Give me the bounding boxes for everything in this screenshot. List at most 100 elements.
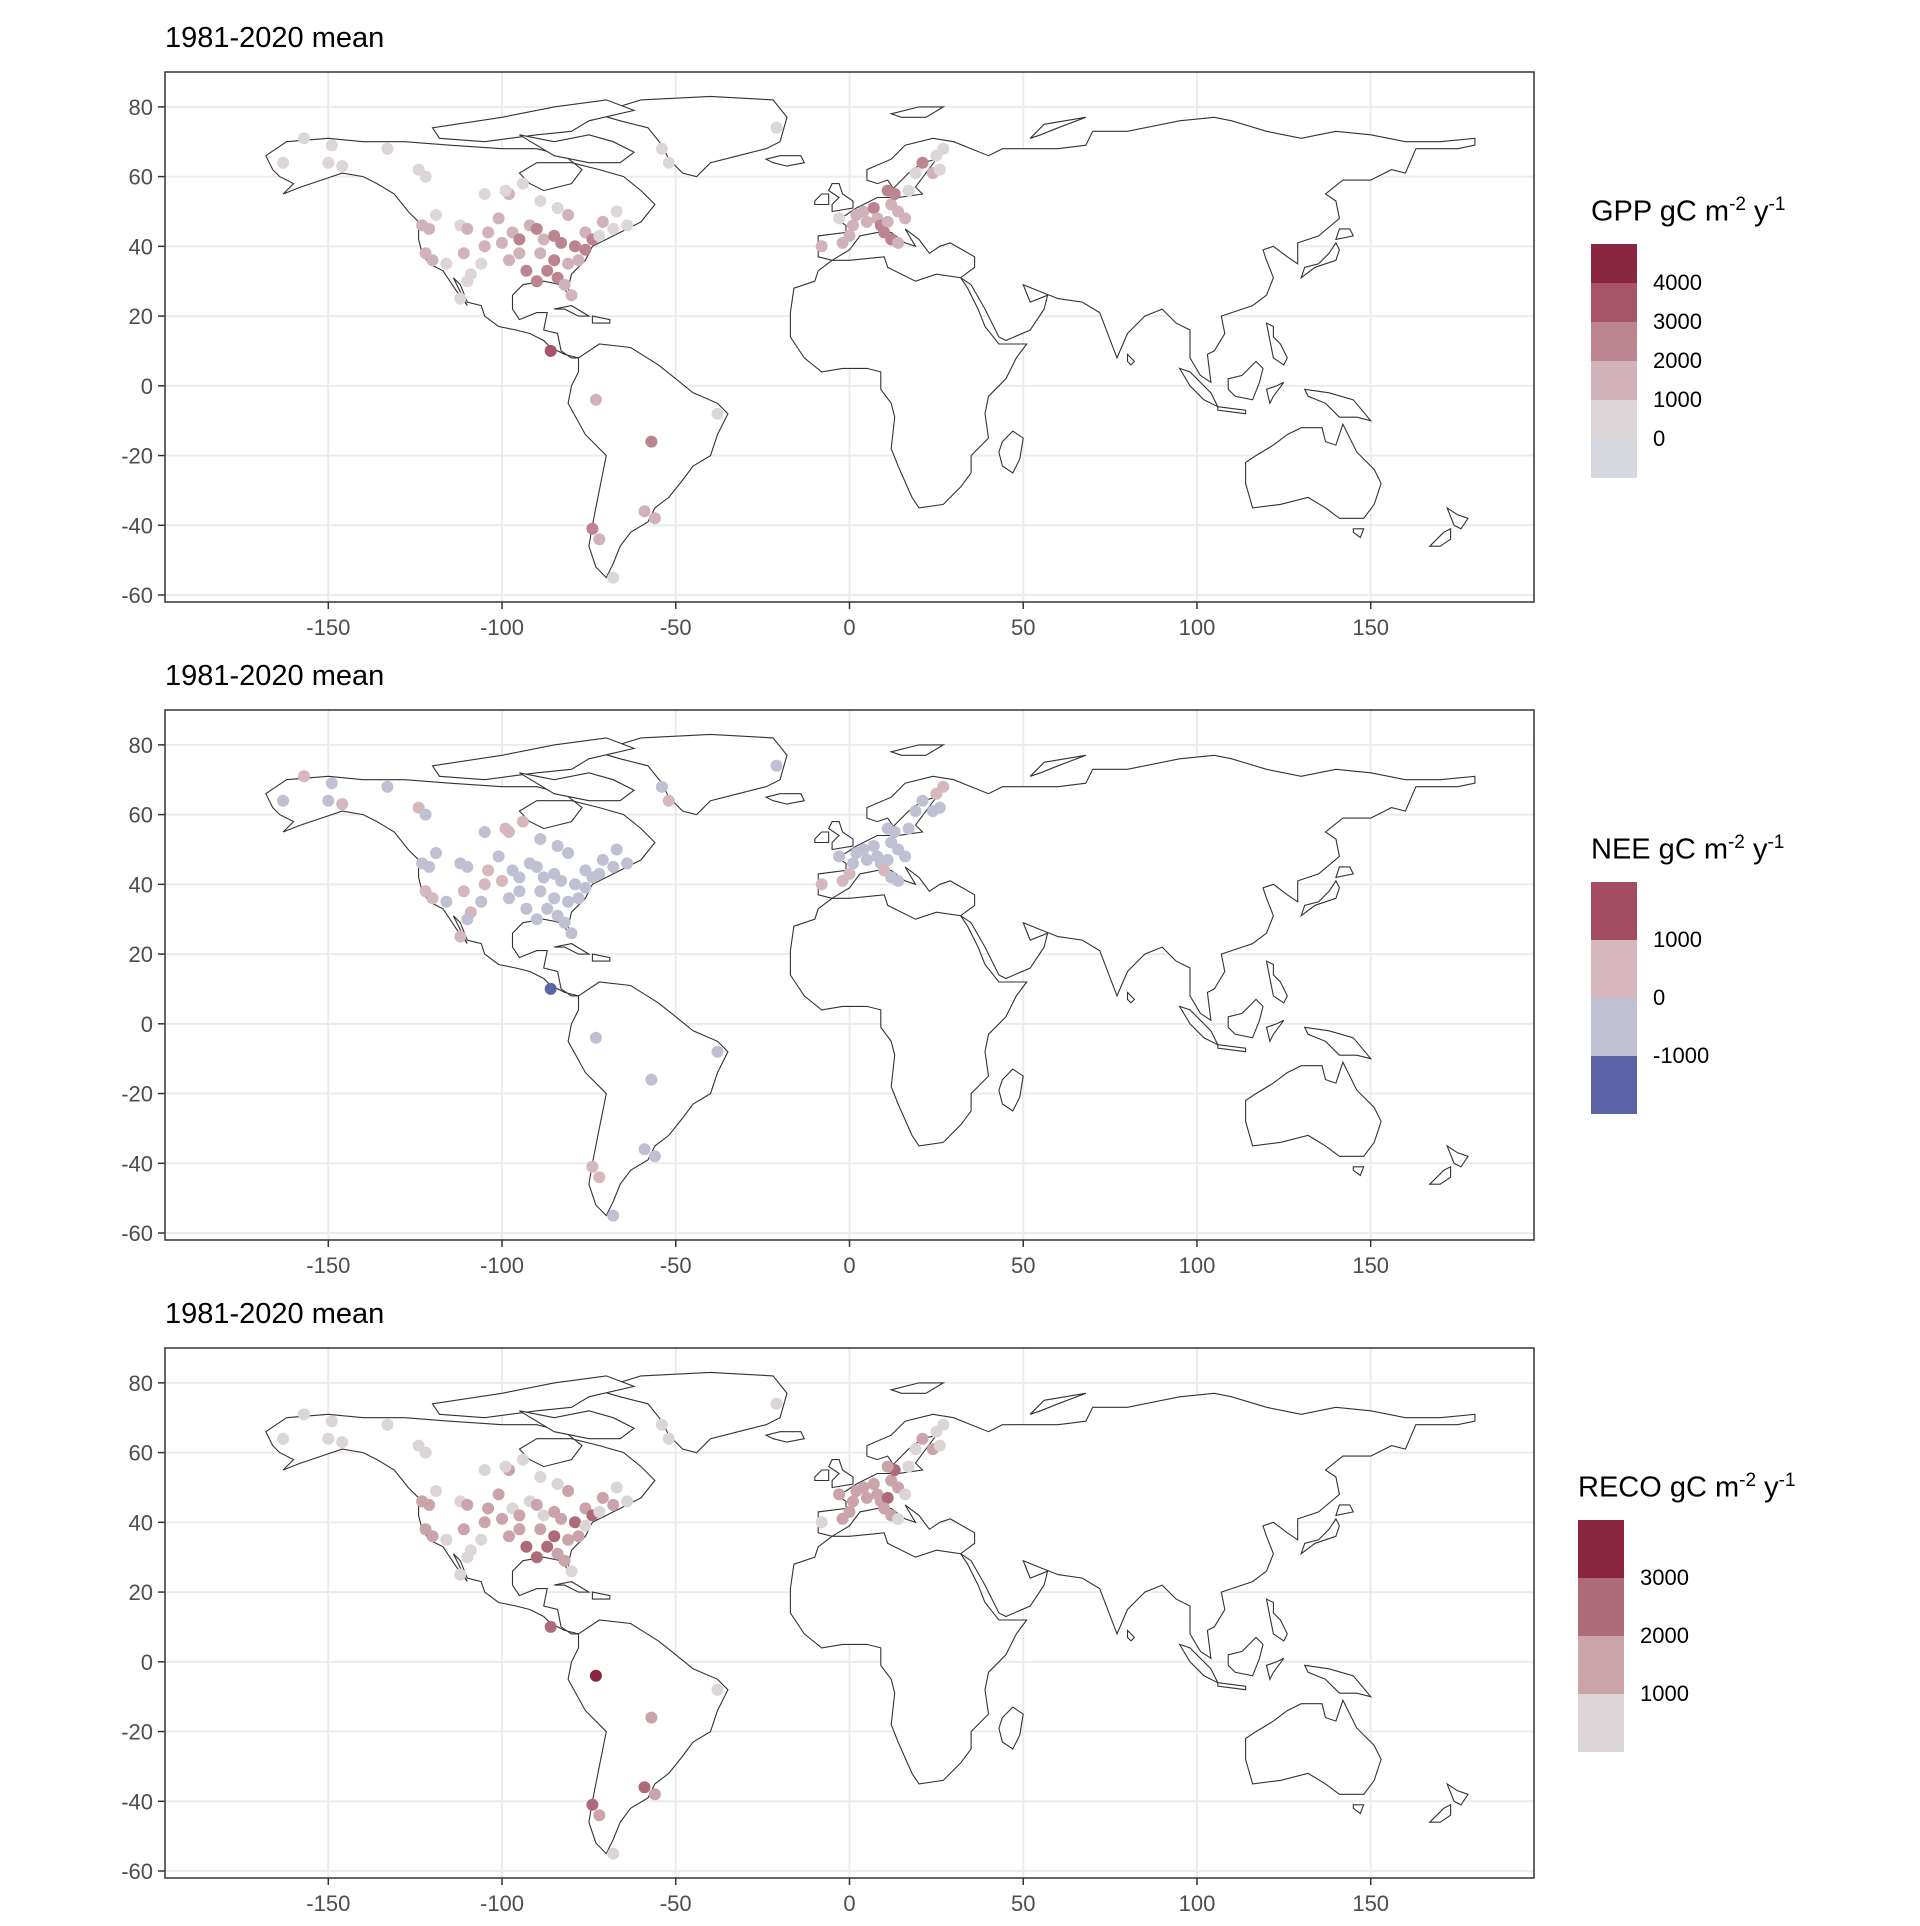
site-point — [544, 982, 557, 995]
site-point — [655, 142, 668, 155]
site-point — [534, 833, 547, 845]
land-outline — [1029, 754, 1086, 777]
site-point — [548, 1530, 561, 1543]
site-point — [426, 1530, 439, 1543]
site-point — [589, 1031, 602, 1044]
land-outline — [827, 183, 854, 213]
legend-label: 4000 — [1653, 270, 1702, 295]
land-outline — [1352, 1804, 1365, 1815]
land-outline — [591, 315, 611, 324]
site-point — [475, 1533, 488, 1546]
x-tick-label: 100 — [1179, 1253, 1216, 1278]
land-outline — [998, 1068, 1024, 1112]
x-tick-label: -100 — [480, 1891, 524, 1916]
site-point — [579, 243, 592, 256]
site-point — [492, 212, 505, 225]
site-point — [881, 822, 894, 835]
site-point — [645, 1711, 658, 1724]
y-tick-label: -20 — [121, 444, 153, 469]
land-outline — [814, 193, 830, 206]
site-point — [899, 212, 912, 225]
legend-title: RECO gC m-2 y-1 — [1578, 1470, 1796, 1504]
site-point — [909, 805, 922, 818]
site-point — [565, 1565, 578, 1578]
site-point — [534, 885, 547, 898]
legend-label: 1000 — [1653, 387, 1702, 412]
x-tick-label: -150 — [306, 1891, 350, 1916]
y-tick-label: -20 — [121, 1082, 153, 1107]
site-point — [336, 1436, 349, 1449]
site-point — [492, 850, 505, 863]
site-point — [579, 881, 592, 894]
site-point — [430, 209, 442, 221]
site-point — [569, 240, 581, 253]
y-tick-label: 80 — [129, 733, 153, 758]
site-point — [461, 275, 474, 288]
site-point — [530, 913, 543, 926]
legend-label: 3000 — [1653, 309, 1702, 334]
site-point — [916, 156, 929, 169]
site-point — [711, 1683, 724, 1696]
site-point — [569, 878, 581, 891]
site-point — [593, 1809, 606, 1822]
site-point — [548, 254, 561, 267]
site-point — [516, 815, 529, 828]
legend-swatch — [1578, 1694, 1624, 1752]
site-point — [381, 142, 394, 155]
land-outline — [1445, 1782, 1469, 1806]
site-point — [277, 1432, 290, 1445]
y-tick-label: -40 — [121, 513, 153, 538]
site-point — [565, 927, 578, 940]
site-point — [322, 794, 335, 807]
site-point — [530, 222, 543, 235]
site-point — [596, 215, 609, 228]
site-point — [933, 1439, 946, 1452]
y-tick-label: 20 — [129, 942, 153, 967]
site-point — [298, 770, 310, 783]
land-outline — [814, 831, 830, 844]
site-point — [892, 874, 905, 887]
land-outline — [889, 106, 946, 118]
site-point — [551, 202, 564, 214]
legend-swatch — [1578, 1578, 1624, 1636]
land-outline — [1126, 1629, 1136, 1642]
site-point — [881, 1460, 894, 1473]
land-outline — [1217, 1044, 1247, 1053]
site-point — [638, 1781, 651, 1794]
legend-label: -1000 — [1653, 1043, 1710, 1068]
coastlines — [265, 1371, 1476, 1855]
site-point — [534, 195, 547, 207]
legend-swatch — [1591, 283, 1637, 322]
site-point — [558, 278, 571, 291]
land-outline — [1029, 1392, 1086, 1415]
y-tick-label: 60 — [129, 1441, 153, 1466]
x-tick-label: 0 — [843, 1891, 855, 1916]
land-outline — [1029, 116, 1086, 139]
site-point — [916, 794, 929, 807]
site-point — [881, 184, 894, 197]
land-outline — [1265, 1657, 1285, 1681]
x-tick-label: -100 — [480, 615, 524, 640]
land-outline — [1126, 991, 1136, 1004]
site-point — [662, 794, 675, 807]
site-point — [534, 1523, 547, 1536]
site-point — [478, 188, 491, 200]
site-point — [520, 264, 533, 277]
site-point — [419, 1446, 432, 1459]
site-point — [586, 1160, 599, 1173]
site-point — [457, 247, 470, 260]
y-tick-label: 60 — [129, 803, 153, 828]
x-tick-label: 50 — [1011, 1891, 1035, 1916]
site-point — [530, 1551, 543, 1564]
legend-title: NEE gC m-2 y-1 — [1591, 832, 1785, 866]
y-tick-label: 40 — [129, 1510, 153, 1535]
y-tick-label: -60 — [121, 1859, 153, 1884]
site-point — [867, 1478, 880, 1490]
site-point — [562, 209, 575, 221]
land-outline — [431, 737, 636, 781]
land-outline — [827, 1459, 854, 1489]
site-point — [662, 156, 675, 169]
land-outline — [789, 256, 1028, 509]
site-point — [513, 871, 526, 884]
site-point — [899, 1488, 912, 1501]
